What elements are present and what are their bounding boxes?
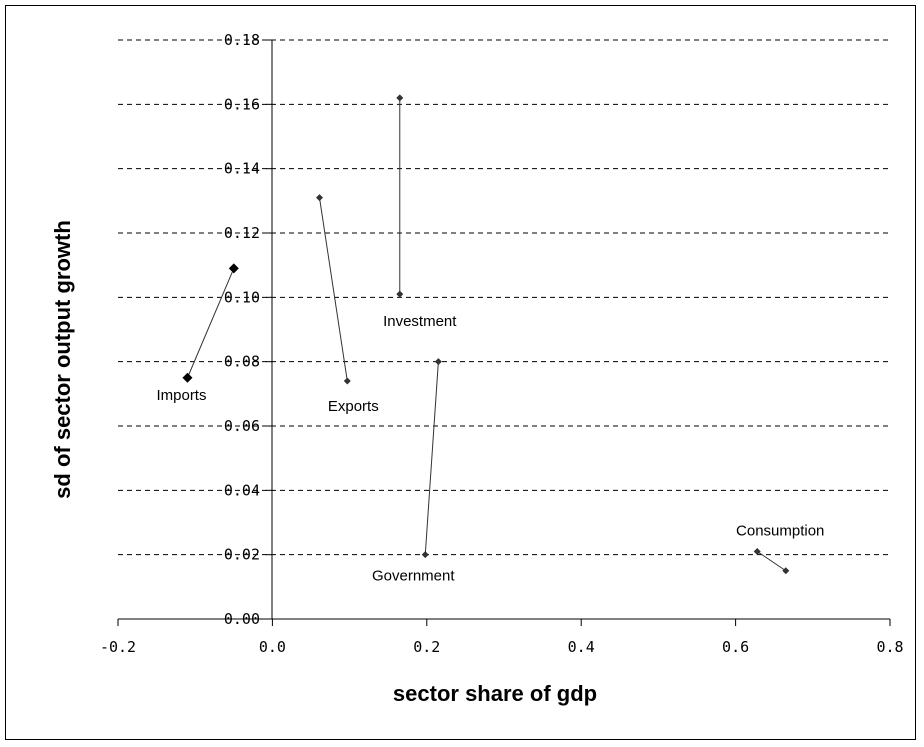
gridlines bbox=[118, 39, 890, 556]
y-tick-label-3: 0.06 bbox=[224, 417, 260, 435]
data-point-government-1 bbox=[434, 358, 442, 366]
data-series bbox=[182, 94, 790, 575]
data-point-exports-1 bbox=[343, 377, 351, 385]
x-axis-title: sector share of gdp bbox=[393, 681, 597, 706]
series-label-exports: Exports bbox=[328, 398, 379, 415]
series-label-consumption: Consumption bbox=[736, 522, 824, 539]
y-tick-label-4: 0.08 bbox=[224, 353, 260, 371]
x-tick-label-1: 0.0 bbox=[259, 638, 286, 656]
series-line-imports bbox=[187, 268, 235, 378]
y-tick-label-9: 0.18 bbox=[224, 31, 260, 49]
series-line-exports bbox=[318, 197, 348, 382]
y-axis-title: sd of sector output growth bbox=[50, 220, 75, 499]
x-tick-label-5: 0.8 bbox=[876, 638, 903, 656]
y-tick-label-2: 0.04 bbox=[224, 481, 260, 499]
x-tick-label-3: 0.4 bbox=[568, 638, 595, 656]
data-point-exports-0 bbox=[315, 194, 323, 202]
series-line-consumption bbox=[756, 551, 787, 572]
data-point-consumption-1 bbox=[782, 567, 790, 575]
chart-frame bbox=[5, 5, 916, 740]
y-tick-label-7: 0.14 bbox=[224, 160, 260, 178]
series-label-investment: Investment bbox=[383, 313, 457, 330]
series-label-imports: Imports bbox=[156, 387, 206, 404]
data-point-investment-1 bbox=[396, 290, 404, 298]
series-label-government: Government bbox=[372, 568, 455, 585]
x-tick-label-4: 0.6 bbox=[722, 638, 749, 656]
tick-labels: 0.00 0.02 0.04 0.06 0.08 0.10 0.12 0.14 0.16 0.18… bbox=[100, 31, 904, 656]
series-labels: Imports Exports Investment Government Consum… bbox=[156, 313, 824, 585]
data-point-government-0 bbox=[421, 551, 429, 559]
x-tick-label-0: -0.2 bbox=[100, 638, 136, 656]
y-tick-label-5: 0.10 bbox=[224, 288, 260, 306]
axes bbox=[117, 39, 891, 626]
y-tick-label-8: 0.16 bbox=[224, 95, 260, 113]
series-line-government bbox=[424, 361, 439, 555]
y-tick-label-0: 0.00 bbox=[224, 610, 260, 628]
y-tick-label-6: 0.12 bbox=[224, 224, 260, 242]
data-point-investment-0 bbox=[396, 94, 404, 102]
data-point-consumption-0 bbox=[753, 547, 761, 555]
x-tick-label-2: 0.2 bbox=[413, 638, 440, 656]
y-tick-label-1: 0.02 bbox=[224, 546, 260, 564]
data-point-imports-0 bbox=[182, 372, 193, 383]
data-point-imports-1 bbox=[228, 263, 239, 274]
